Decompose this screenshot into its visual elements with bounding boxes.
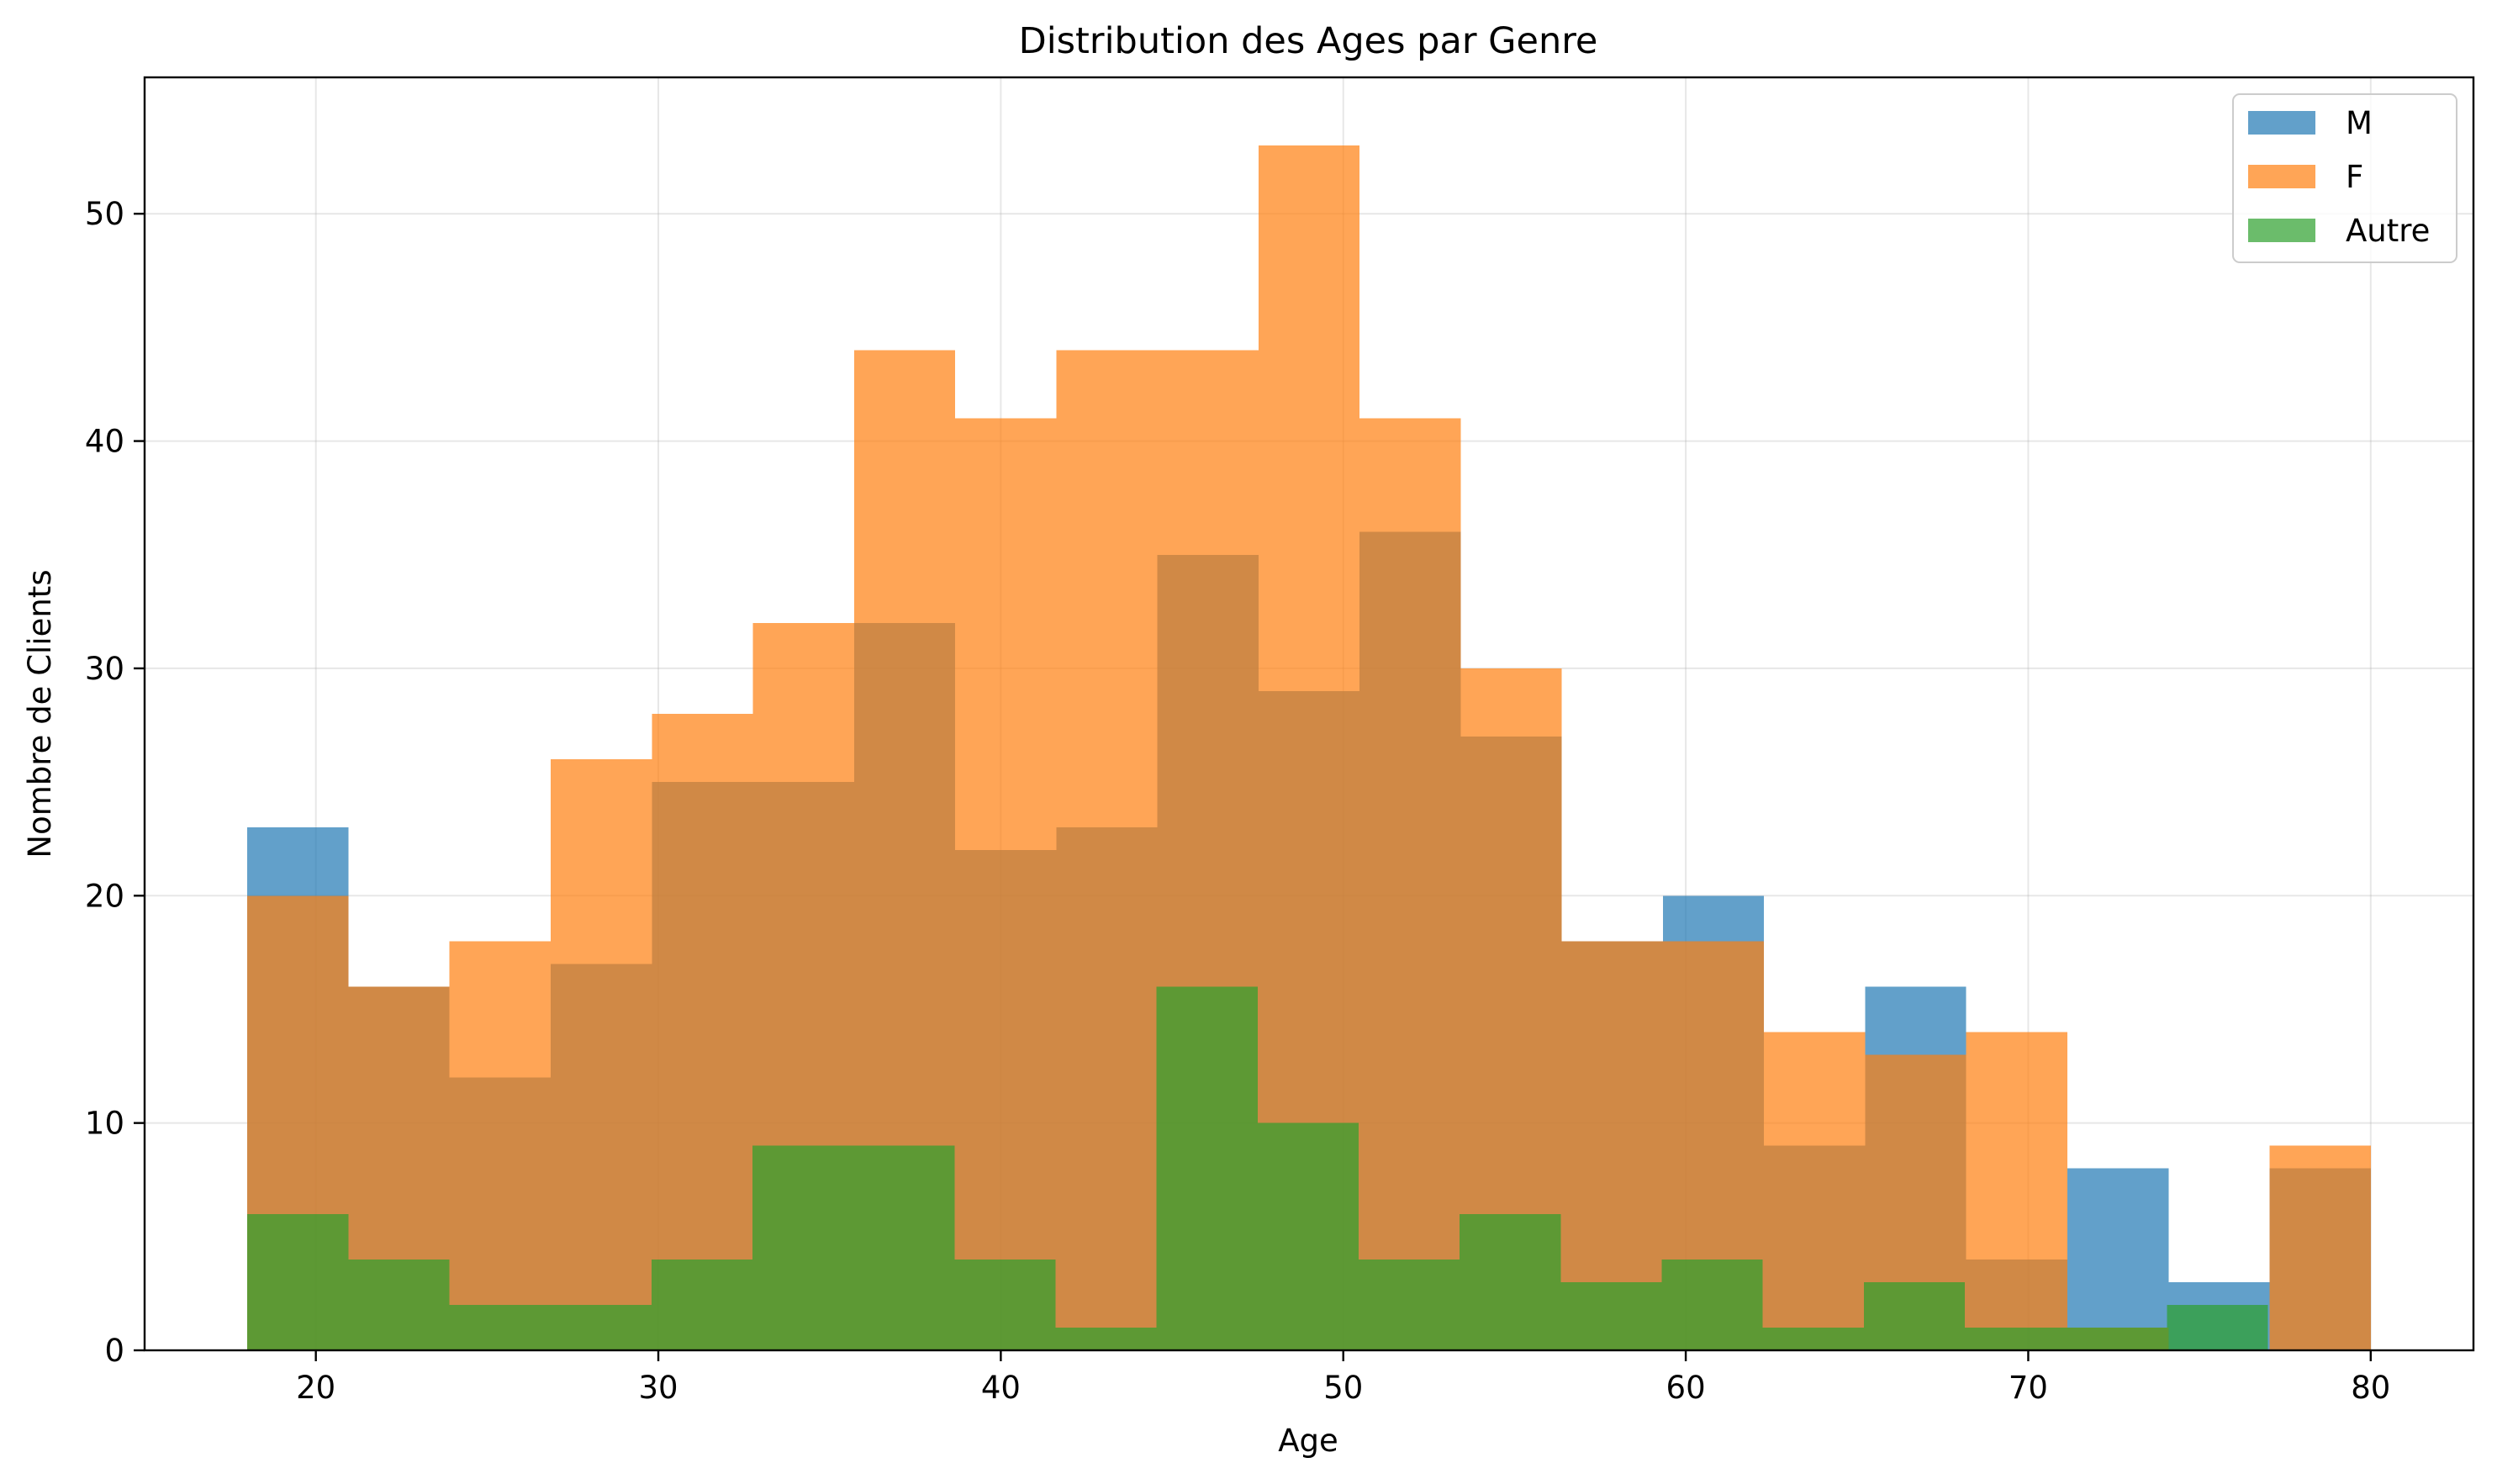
chart-title: Distribution des Ages par Genre bbox=[1019, 20, 1598, 62]
x-tick-label: 20 bbox=[296, 1370, 335, 1406]
histogram-bars bbox=[247, 145, 2371, 1351]
legend-swatch bbox=[2248, 219, 2315, 242]
histogram-bar bbox=[1764, 1032, 1866, 1350]
histogram-bar bbox=[2066, 1327, 2167, 1350]
plot-frame bbox=[143, 76, 2475, 1352]
histogram-bar bbox=[550, 1304, 652, 1350]
histogram-bar bbox=[652, 714, 753, 1350]
legend-item: F bbox=[2248, 159, 2363, 195]
histogram-bar bbox=[1965, 1327, 2067, 1350]
histogram-bar bbox=[1359, 418, 1461, 1351]
histogram-bar bbox=[449, 1304, 551, 1350]
legend-item: Autre bbox=[2248, 213, 2430, 249]
y-tick-label: 0 bbox=[104, 1333, 124, 1369]
axis-ticks: 20 30 40 50 60 70 80 0 10 20 30 40 50 bbox=[85, 196, 2390, 1406]
histogram-bar bbox=[954, 1259, 1056, 1350]
x-tick-label: 50 bbox=[1323, 1370, 1363, 1406]
histogram-bar bbox=[1966, 1032, 2067, 1350]
y-tick-label: 10 bbox=[85, 1106, 124, 1142]
histogram-bar bbox=[853, 1145, 955, 1350]
x-tick-label: 30 bbox=[638, 1370, 678, 1406]
x-tick-label: 60 bbox=[1666, 1370, 1706, 1406]
histogram-bar bbox=[1359, 1259, 1460, 1350]
histogram-bar bbox=[1257, 1122, 1359, 1350]
histogram-bar bbox=[348, 1259, 450, 1350]
histogram-bar bbox=[247, 1213, 349, 1350]
legend-item: M bbox=[2248, 105, 2373, 141]
histogram-bar bbox=[1056, 350, 1158, 1350]
series-autre bbox=[247, 986, 2268, 1350]
legend-swatch bbox=[2248, 111, 2315, 135]
y-axis-label: Nombre de Clients bbox=[22, 569, 58, 858]
histogram-bar bbox=[1762, 1327, 1864, 1350]
y-tick-label: 50 bbox=[85, 196, 124, 232]
x-tick-label: 70 bbox=[2009, 1370, 2048, 1406]
histogram-bar bbox=[2067, 1168, 2169, 1350]
histogram-bar bbox=[1560, 1281, 1662, 1350]
histogram-bar bbox=[551, 759, 652, 1350]
histogram-bar bbox=[651, 1259, 753, 1350]
histogram-bar bbox=[2167, 1304, 2268, 1350]
histogram-bar bbox=[1661, 1259, 1763, 1350]
histogram-bar bbox=[955, 418, 1057, 1351]
histogram-bar bbox=[1863, 1281, 1966, 1350]
y-tick-label: 20 bbox=[85, 878, 124, 914]
legend-label: F bbox=[2346, 159, 2363, 195]
histogram-bar bbox=[1055, 1327, 1157, 1350]
legend-label: Autre bbox=[2346, 213, 2430, 249]
histogram-bar bbox=[2269, 1145, 2371, 1350]
x-axis-label: Age bbox=[1278, 1423, 1338, 1459]
y-tick-label: 40 bbox=[85, 424, 124, 460]
x-tick-label: 40 bbox=[981, 1370, 1021, 1406]
histogram-bar bbox=[449, 941, 552, 1350]
histogram-bar bbox=[1156, 986, 1258, 1350]
histogram-bar bbox=[1460, 1213, 1561, 1350]
legend-swatch bbox=[2248, 165, 2315, 188]
histogram-bar bbox=[752, 1145, 854, 1350]
legend: MF Autre bbox=[2232, 93, 2457, 263]
legend-label: M bbox=[2346, 105, 2373, 141]
y-tick-label: 30 bbox=[85, 651, 124, 687]
x-tick-label: 80 bbox=[2351, 1370, 2390, 1406]
